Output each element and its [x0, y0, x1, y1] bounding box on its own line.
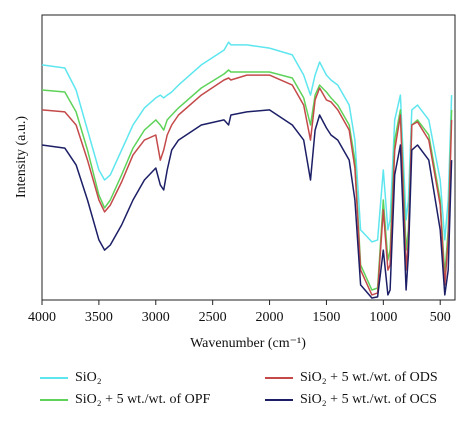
legend-label: SiO₂ + 5 wt./wt. of OCS — [300, 392, 437, 407]
x-tick-label: 2000 — [256, 310, 284, 325]
legend-label: SiO₂ + 5 wt./wt. of ODS — [300, 370, 438, 385]
x-tick-label: 4000 — [28, 310, 56, 325]
x-tick-label: 3000 — [142, 310, 170, 325]
x-tick-label: 2500 — [199, 310, 227, 325]
x-axis-label: Wavenumber (cm⁻¹) — [190, 336, 306, 351]
series-line — [41, 41, 453, 243]
y-axis-label: Intensity (a.u.) — [14, 116, 29, 198]
legend-label: SiO₂ — [75, 370, 102, 385]
series-line — [41, 74, 453, 296]
x-tick-label: 1000 — [369, 310, 397, 325]
series-line — [41, 109, 453, 299]
legend-label: SiO₂ + 5 wt./wt. of OPF — [75, 392, 211, 407]
x-tick-label: 1500 — [312, 310, 340, 325]
x-tick-label: 500 — [430, 310, 451, 325]
plot-frame — [41, 14, 456, 301]
x-tick-label: 3500 — [85, 310, 113, 325]
